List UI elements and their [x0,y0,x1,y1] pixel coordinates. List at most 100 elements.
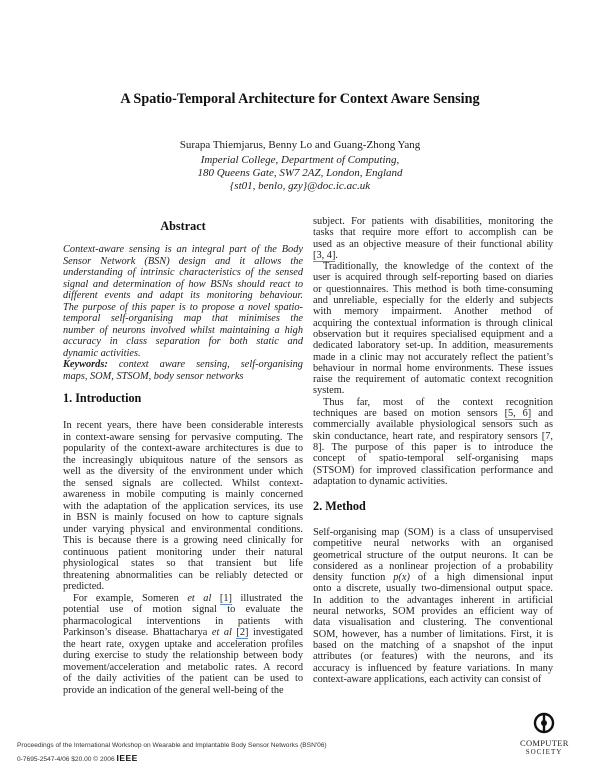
isbn-text: 0-7695-2547-4/06 $20.00 © 2006 [17,756,115,763]
text-line: during exercise to study the relationshi… [63,650,303,661]
citation-link[interactable]: [5, 6] [504,408,532,421]
abstract-body: Context-aware sensing is an integral par… [63,244,303,359]
copyright-line: 0-7695-2547-4/06 $20.00 © 2006 IEEE [17,753,138,763]
text-line: In addition to the advantages inherent i… [313,594,553,606]
text-line: 8]. The purpose of this paper is to intr… [313,441,553,453]
text-line: neural networks, SOM provides an efficie… [313,606,553,618]
text-line: accuracy is influenced by feature variat… [313,662,553,674]
text-line: user is acquired through self-reporting … [313,272,553,284]
method-body: Self-organising map (SOM) is a class of … [313,527,553,685]
affiliation-line: Imperial College, Department of Computin… [200,154,400,166]
text-line: commercially available physiological sen… [313,419,553,431]
text-line: dynamic activities. [63,347,141,359]
paper-title: A Spatio-Temporal Architecture for Conte… [120,91,480,107]
text-line: with the adaptation of the application s… [63,500,303,512]
citation-link[interactable]: [3, 4] [313,249,336,262]
proceedings-line: Proceedings of the International Worksho… [17,742,327,749]
text-line: dedicated laboratory set-up. In addition… [313,340,553,352]
text-line: awareness in mobile computing is mainly … [63,489,303,500]
text-line: tasks that require more effort to accomp… [313,227,553,239]
text-line: Traditionally, the knowledge of the cont… [323,261,553,273]
text-line: onto a discrete, usually two-dimensional… [313,583,553,595]
text-line: predicted. [63,581,105,592]
text-line: skin conductance, heart rate, and respir… [313,430,553,442]
text-line: temporal self-organising map that minimi… [63,313,303,324]
email-line: {st01, benlo, gzy}@doc.ic.ac.uk [229,180,371,192]
text-line: techniques are based on motion sensors [… [313,408,554,421]
keywords-line: Keywords: context aware sensing, self-or… [63,359,303,370]
et-al-text: et al [211,627,232,638]
text-line: the increasingly ubiquitous nature of th… [63,454,303,466]
text-line: movement/acceleration and metabolic rate… [63,661,303,673]
affiliation-line: 180 Queens Gate, SW7 2AZ, London, Englan… [197,167,403,179]
text-line: popularity of the context-aware architec… [63,443,303,454]
authors: Surapa Thiemjarus, Benny Lo and Guang-Zh… [179,139,421,151]
keywords: Keywords: context aware sensing, self-or… [63,359,303,382]
ieee-logo-text: IEEE [116,753,138,763]
text-line: understanding of intrinsic characteristi… [63,267,303,278]
text-line: considered as a nonlinear projection of … [313,560,553,572]
text-line: or questionnaires. This method is both t… [313,283,553,295]
text-line: data visualisation and clustering. The c… [313,617,553,629]
text-line: number of neurons involved whilst mainta… [63,324,303,336]
text-line: well as the diversity of the environment… [63,466,303,477]
text-line: continuous patient monitoring under thei… [63,546,303,558]
keywords-label: Keywords: [63,359,108,370]
abstract-heading: Abstract [160,219,206,233]
text-line: Self-organising map (SOM) is a class of … [313,527,553,538]
text-line: subject. For patients with disabilities,… [313,216,553,227]
text-line: The purpose of this paper is to propose … [63,301,303,313]
text-line: Parkinson’s disease. Bhattacharya et al … [63,627,303,639]
text-line: behaviour in normal home environments. T… [313,362,553,374]
logo-text-society: SOCIETY [525,748,563,756]
math-expression: p(x) [393,572,410,584]
text-line: acquiring the contextual information is … [313,317,553,329]
text-line: SOM, however, has a number of limitation… [313,628,553,640]
text-line: pharmacological interventions in patient… [63,615,303,627]
text-line: in context-aware sensing for pervasive c… [63,431,303,443]
text-line: signal and determination of how BSNs sho… [63,278,303,290]
text-line: in BSN is mainly focused on how to captu… [63,512,303,523]
text-line: Sensor Network (BSN) design and it allow… [63,255,303,267]
text-line: used as an objective measure of their fu… [313,238,553,250]
citation-link[interactable]: [1] [219,592,232,605]
logo-text-computer: COMPUTER [520,738,569,748]
text-line: threatening abnormalities can be reliabl… [63,569,303,581]
text-line: context-aware applications, each activit… [313,673,542,685]
keywords-line: maps, SOM, STSOM, body sensor networks [63,370,244,382]
text-line: the sensed signals are collected. Whilst… [63,477,303,489]
text-line: For example, Someren et al [1] illustrat… [73,592,303,605]
et-al-text: et al [187,592,212,604]
text-line: attributes (or features) with the neuron… [313,651,553,663]
text-line: physiological states so that transient b… [63,558,303,569]
text-line: different events and adapt its monitorin… [63,290,303,301]
text-line: potential use of motion signal to evalua… [63,604,303,615]
text-line: and unreliable, especially for the elder… [313,295,553,307]
method-heading: 2. Method [313,499,366,513]
text-line: based on the matching of a snapshot of t… [313,639,553,651]
text-line: Thus far, most of the context recognitio… [323,396,553,408]
text-line: adaptation to dynamic activities. [313,475,448,487]
computer-society-logo: COMPUTER SOCIETY [520,712,568,756]
computer-society-emblem-icon [533,712,555,734]
text-line: provide an indication of the general wel… [63,684,284,696]
text-line: density function p(x) of a high dimensio… [313,572,553,584]
text-line: system. [313,385,345,397]
text-line: [3, 4]. [313,249,338,262]
text-line: under varying physical and environmental… [63,523,303,535]
citation-link[interactable]: [2] [236,627,249,639]
text-line: with memory impairment. Another method o… [313,306,553,318]
text-line: observation but it requires specialised … [313,328,553,340]
right-column-body: subject. For patients with disabilities,… [313,216,553,487]
text-line: competitive neural networks with an orga… [313,538,553,550]
text-line: made in a clinic may not accurately refl… [313,351,553,363]
text-line: geometrical structure of the output neur… [313,549,553,561]
text-line: (STSOM) for improved classification perf… [313,464,553,476]
text-line: the heart rate, oxygen uptake and accele… [63,638,303,650]
text-line: raise the requirement of automatic conte… [313,374,553,386]
text-line: accuracy in class separation for both st… [63,336,303,347]
introduction-body: In recent years, there have been conside… [63,420,303,696]
text-line: of the daily activities of the patient c… [63,673,303,684]
text-line: This is because there is a growing need … [63,535,303,546]
text-line: Context-aware sensing is an integral par… [63,244,303,255]
